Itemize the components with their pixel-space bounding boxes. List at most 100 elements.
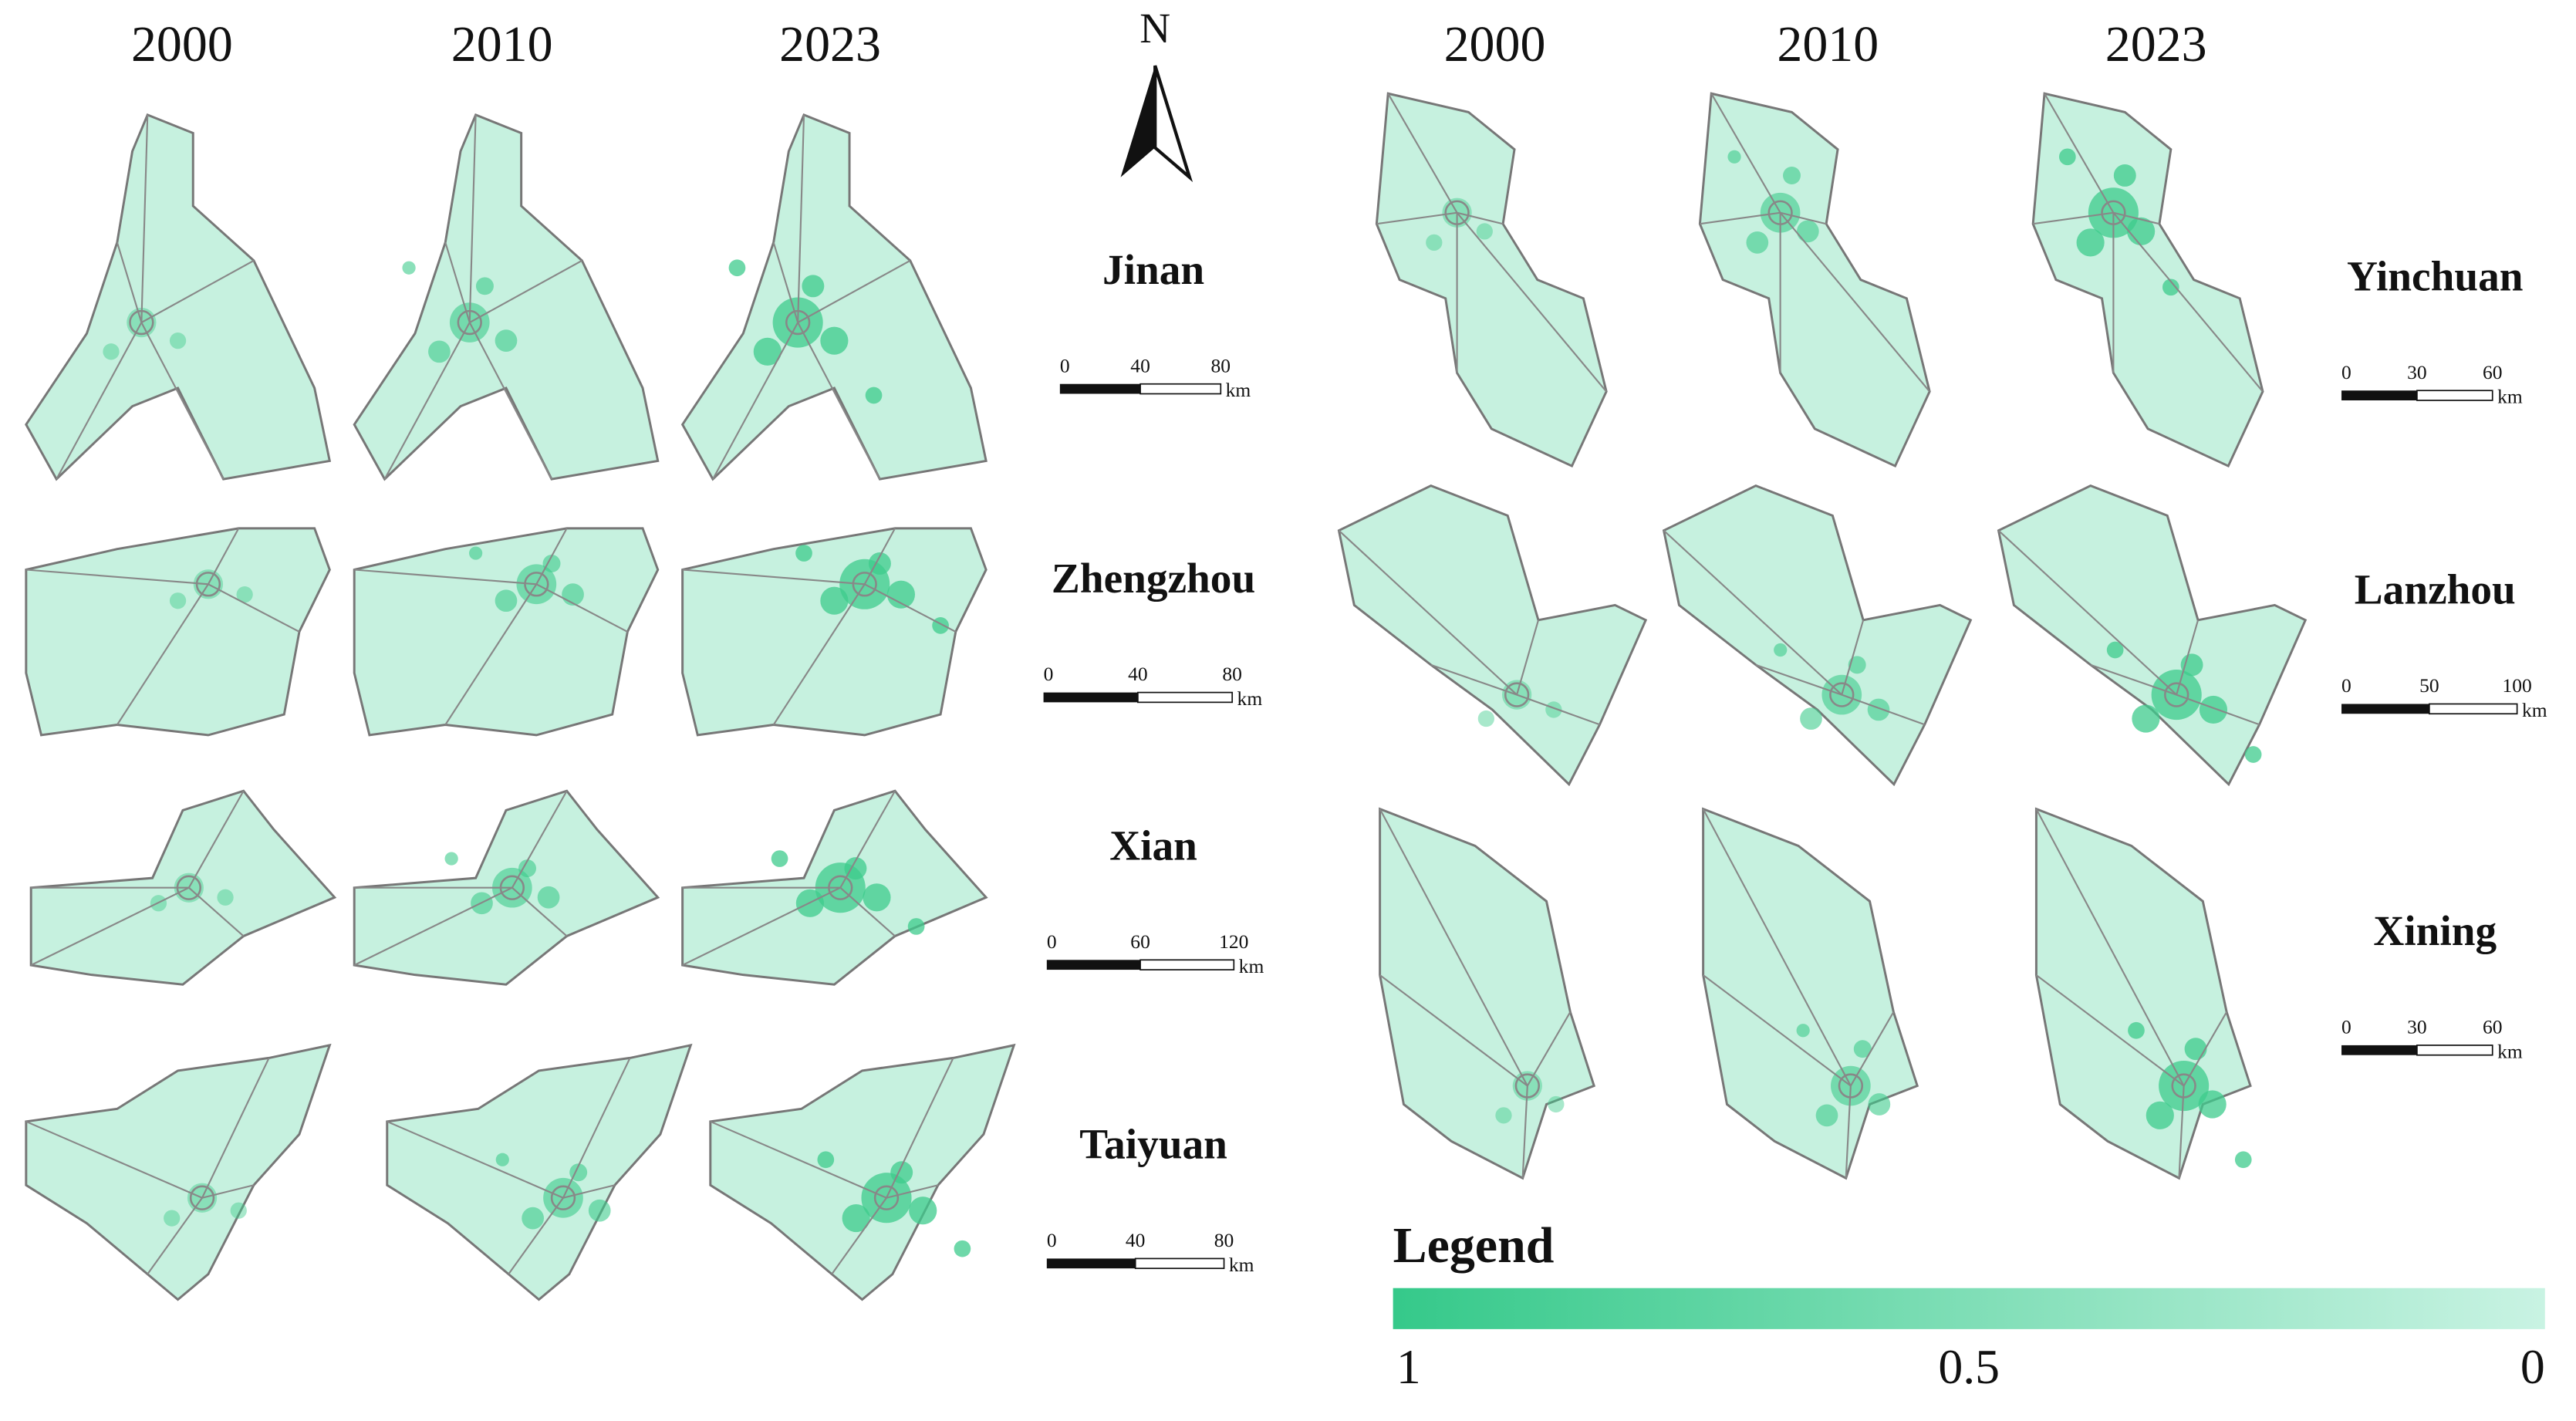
urban-hotspot: [562, 583, 584, 606]
map-area: [386, 1043, 693, 1301]
district-border: [562, 1184, 616, 1199]
city-map: [1662, 484, 1973, 787]
urban-hotspot: [542, 554, 561, 572]
scale-tick-label: 50: [2419, 674, 2439, 697]
scale-tick-label: 40: [1128, 663, 1148, 685]
district-border: [682, 886, 841, 967]
urban-hotspot: [2058, 148, 2076, 166]
core-district: [1838, 1073, 1864, 1099]
district-border: [387, 1120, 564, 1199]
district-border: [1702, 808, 1852, 1087]
urban-hotspot: [795, 545, 812, 562]
urban-hotspot: [230, 1202, 247, 1219]
scale-unit: km: [1237, 687, 1263, 710]
district-border: [2090, 663, 2177, 696]
scale-unit: km: [1229, 1254, 1254, 1276]
urban-hotspot: [1815, 1104, 1838, 1127]
urban-hotspot: [217, 889, 234, 906]
district-border: [864, 583, 957, 633]
core-district: [1767, 200, 1793, 225]
district-border: [2183, 1011, 2228, 1087]
urban-hotspot: [1796, 1024, 1810, 1038]
district-border: [1457, 211, 1504, 225]
district-border: [1430, 663, 1518, 696]
urban-hotspot: [820, 586, 849, 615]
city-name: Xining: [2373, 907, 2497, 954]
urban-hotspot: [588, 1199, 611, 1222]
scale-tick-label: 60: [2483, 361, 2503, 383]
map-area: [709, 1043, 1016, 1301]
urban-hotspot: [2146, 1101, 2174, 1129]
district-border: [1521, 1085, 1528, 1179]
city-map: [386, 1043, 693, 1301]
city-map: [25, 1043, 332, 1301]
year-header: 2023: [779, 16, 881, 73]
urban-hotspot: [1746, 231, 1769, 254]
legend-tick-label: 1: [1396, 1339, 1421, 1394]
core-district: [189, 1185, 215, 1210]
core-district: [499, 875, 525, 900]
core-district: [1444, 200, 1470, 225]
district-border: [1387, 93, 1458, 214]
district-border: [712, 322, 799, 480]
scale-tick-label: 0: [1060, 354, 1070, 376]
urban-hotspot: [1495, 1107, 1512, 1124]
map-area: [1337, 484, 1648, 787]
urban-hotspot: [2234, 1151, 2252, 1169]
year-header: 2010: [451, 16, 553, 73]
urban-hotspot: [402, 261, 416, 275]
district-border: [1379, 808, 1528, 1087]
urban-hotspot: [1476, 223, 1493, 240]
scale-unit: km: [1239, 955, 1264, 977]
city-map: [25, 527, 331, 737]
urban-hotspot: [2180, 653, 2203, 677]
district-border: [508, 1197, 564, 1275]
core-district: [129, 309, 154, 336]
district-border: [1841, 619, 1865, 695]
scale-tick-label: 0: [1047, 930, 1057, 953]
scale-unit: km: [2522, 699, 2547, 721]
district-border: [839, 790, 896, 889]
scale-tick-label: 100: [2502, 674, 2531, 697]
city-name: Taiyuan: [1079, 1121, 1227, 1168]
year-header: 2000: [1444, 16, 1546, 73]
urban-hotspot: [236, 586, 253, 603]
urban-hotspot: [169, 592, 187, 609]
district-border: [208, 583, 300, 633]
district-border: [1376, 211, 1457, 225]
core-district: [873, 1185, 900, 1210]
urban-hotspot: [1548, 1095, 1565, 1113]
scale-bar-black: [2341, 390, 2417, 400]
map-area: [25, 1043, 332, 1301]
district-border: [2176, 694, 2260, 726]
urban-hotspot: [753, 337, 782, 366]
city-map: [1997, 484, 2308, 787]
scale-bar-black: [2341, 1045, 2417, 1055]
district-border: [1526, 1011, 1572, 1087]
core-district: [2164, 682, 2189, 707]
city-map: [25, 113, 332, 481]
district-border: [2033, 211, 2114, 225]
urban-hotspot: [2113, 164, 2136, 187]
urban-hotspot: [1848, 656, 1866, 674]
core-district: [1504, 682, 1530, 707]
urban-hotspot: [164, 1210, 181, 1227]
scale-tick-label: 60: [1130, 930, 1150, 953]
district-border: [562, 1057, 631, 1199]
district-border: [886, 1057, 954, 1199]
district-border: [797, 259, 911, 323]
urban-hotspot: [886, 580, 916, 609]
north-label: N: [1139, 5, 1170, 52]
core-district: [195, 572, 221, 597]
scale-tick-label: 80: [1222, 663, 1242, 685]
legend-gradient: [1393, 1288, 2545, 1329]
district-border: [2112, 212, 2264, 393]
district-border: [140, 114, 149, 323]
city-map: [680, 113, 988, 481]
district-border: [201, 1184, 255, 1199]
district-border: [1379, 974, 1528, 1087]
district-border: [353, 886, 513, 967]
scale-tick-label: 0: [2341, 1016, 2351, 1038]
urban-hotspot: [428, 340, 451, 363]
city-map: [709, 1043, 1016, 1301]
